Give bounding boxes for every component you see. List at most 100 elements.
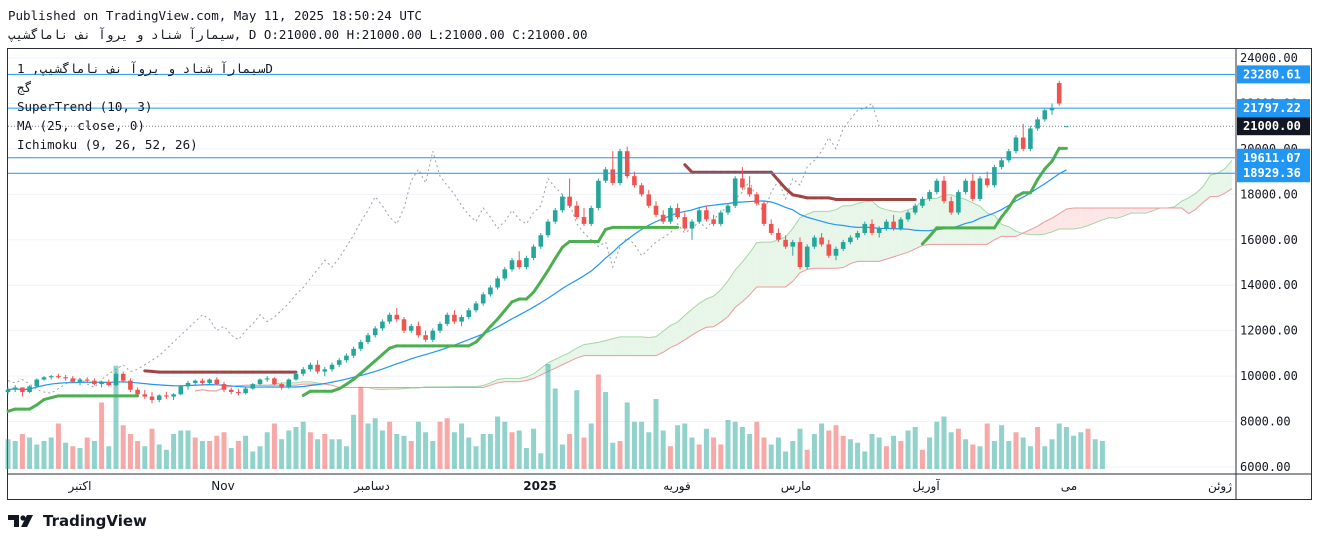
volume-bar <box>610 442 616 469</box>
candle-body <box>848 237 853 243</box>
candle-body <box>286 379 292 388</box>
volume-bar <box>739 427 745 469</box>
volume-bar <box>466 437 472 469</box>
volume-bar <box>905 430 911 469</box>
candle-body <box>884 221 889 229</box>
candle-body <box>531 246 536 258</box>
ichimoku-cloud-segment <box>504 378 512 382</box>
ichimoku-cloud-segment <box>656 331 664 356</box>
chart-frame <box>7 48 1312 500</box>
candle-body <box>567 196 572 206</box>
candle-body <box>5 389 11 393</box>
volume-bar <box>415 421 421 469</box>
candle-body <box>920 198 925 206</box>
candle-body <box>999 160 1004 168</box>
legend-ma[interactable]: MA (25, close, 0) <box>17 118 145 133</box>
ichimoku-cloud-segment <box>1210 173 1218 197</box>
volume-bar <box>689 437 695 469</box>
volume-bar <box>898 441 904 469</box>
candle-body <box>171 394 176 397</box>
price-label-bg <box>1237 117 1310 136</box>
ichimoku-cloud-segment <box>1059 209 1067 230</box>
candle-body <box>912 205 918 213</box>
candle-body <box>682 217 688 229</box>
supertrend-segment <box>474 333 485 344</box>
ichimoku-cloud-segment <box>1030 226 1038 235</box>
ichimoku-cloud-segment <box>756 242 764 287</box>
candle-body <box>725 205 731 213</box>
volume-bar <box>63 442 69 469</box>
volume-bar <box>1092 439 1098 469</box>
volume-bar <box>293 427 299 469</box>
volume-bar <box>1071 435 1077 469</box>
ichimoku-cloud-segment <box>814 211 822 269</box>
volume-bar <box>545 364 551 469</box>
volume-bar <box>552 388 558 469</box>
volume-bar <box>235 441 241 469</box>
candle-body <box>869 223 875 233</box>
candle-body <box>754 194 760 204</box>
volume-bar <box>833 425 839 469</box>
candle-body <box>293 373 299 380</box>
ichimoku-cloud-segment <box>764 242 772 287</box>
volume-bar <box>675 425 681 469</box>
ichimoku-cloud-segment <box>634 336 642 356</box>
candle-body <box>250 384 256 389</box>
supertrend-segment <box>532 280 543 294</box>
candle-body <box>488 287 493 295</box>
price-label: 21000.00 <box>1243 119 1301 133</box>
candle-body <box>444 314 450 324</box>
candle-body <box>790 242 796 247</box>
ichimoku-cloud-segment <box>692 303 700 336</box>
candle-body <box>927 192 932 199</box>
ichimoku-cloud-segment <box>1066 207 1074 230</box>
volume-bar <box>149 428 155 469</box>
legend-line2: گج <box>17 80 33 95</box>
volume-bar <box>41 441 47 469</box>
ichimoku-cloud-segment <box>296 381 304 386</box>
volume-bar <box>120 425 126 469</box>
candle-body <box>120 373 126 381</box>
volume-bar <box>1049 439 1055 469</box>
candle-body <box>63 377 68 379</box>
legend-ichimoku[interactable]: Ichimoku (9, 26, 52, 26) <box>17 137 198 152</box>
legend-supertrend[interactable]: SuperTrend (10, 3) <box>17 99 153 114</box>
candle-body <box>624 151 630 177</box>
candle-body <box>552 210 558 222</box>
volume-bar <box>84 437 90 469</box>
volume-bar <box>12 441 18 469</box>
supertrend-segment <box>1043 159 1054 171</box>
volume-bar <box>567 434 573 469</box>
supertrend-segment <box>359 365 370 375</box>
candle-body <box>149 396 155 400</box>
candle-body <box>452 314 457 322</box>
candle-body <box>41 377 47 380</box>
candle-body <box>826 244 832 256</box>
candle-body <box>1064 126 1069 128</box>
ichimoku-cloud-segment <box>1124 207 1132 216</box>
volume-bar <box>984 423 990 469</box>
volume-bar <box>682 423 688 469</box>
candle-body <box>898 219 904 229</box>
ichimoku-cloud-segment <box>965 199 973 245</box>
candle-body <box>358 342 364 349</box>
ichimoku-cloud-segment <box>1109 207 1117 219</box>
ichimoku-cloud-segment <box>569 348 577 362</box>
volume-bar <box>970 444 976 469</box>
ichimoku-cloud-segment <box>1203 175 1211 203</box>
volume-bar <box>538 453 544 469</box>
ichimoku-cloud-segment <box>922 198 930 246</box>
candle-body <box>675 207 680 218</box>
candle-body <box>876 228 882 233</box>
ichimoku-cloud-segment <box>713 289 721 327</box>
volume-bar <box>559 444 565 469</box>
volume-bar <box>797 428 803 469</box>
ichimoku-cloud-segment <box>893 211 901 257</box>
candle-body <box>308 364 313 370</box>
ichimoku-cloud-segment <box>1138 207 1146 214</box>
price-chart[interactable]: 24000.0022000.0020000.0018000.0016000.00… <box>0 0 1320 500</box>
candle-body <box>70 378 76 382</box>
ichimoku-cloud-segment <box>994 215 1002 240</box>
ichimoku-cloud-segment <box>303 381 311 385</box>
x-tick-label: 2025 <box>523 479 556 493</box>
